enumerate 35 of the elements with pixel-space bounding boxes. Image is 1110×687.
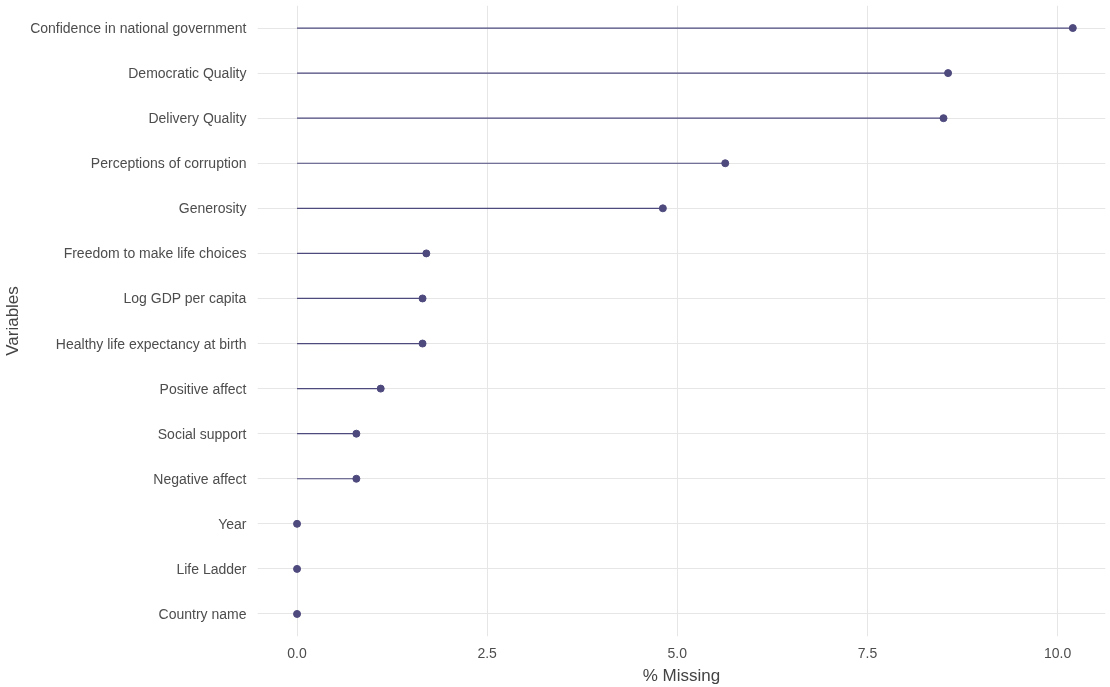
point [293, 609, 302, 618]
y-tick-label: Social support [157, 425, 247, 442]
point [418, 294, 427, 303]
point [658, 204, 667, 213]
x-tick-label: 10.0 [1043, 644, 1072, 661]
x-tick-label: 0.0 [287, 644, 307, 661]
point [352, 474, 361, 483]
y-tick-label: Positive affect [159, 380, 247, 397]
y-tick-label: Negative affect [153, 470, 247, 487]
y-tick-label: Generosity [178, 200, 247, 217]
point [1068, 24, 1077, 33]
x-tick-label: 5.0 [667, 644, 688, 661]
point [721, 159, 730, 168]
y-tick-label: Democratic Quality [128, 65, 247, 82]
y-tick-label: Year [218, 515, 247, 532]
x-tick-label: 7.5 [857, 644, 878, 661]
y-tick-label: Perceptions of corruption [90, 155, 247, 172]
point [418, 339, 427, 348]
y-tick-label: Country name [158, 605, 247, 622]
y-tick-label: Life Ladder [176, 560, 247, 577]
y-axis-title: Variables [3, 286, 23, 356]
y-tick-label: Freedom to make life choices [63, 245, 247, 262]
x-tick-label: 2.5 [477, 644, 498, 661]
y-tick-label: Healthy life expectancy at birth [55, 335, 247, 352]
x-axis-title: % Missing [642, 665, 721, 685]
point [944, 69, 953, 78]
point [293, 519, 302, 528]
point [352, 429, 361, 438]
point [939, 114, 948, 123]
y-tick-label: Log GDP per capita [123, 290, 247, 307]
point [293, 564, 302, 573]
y-tick-label: Confidence in national government [30, 20, 247, 37]
point [422, 249, 431, 258]
y-tick-label: Delivery Quality [148, 110, 247, 127]
point [376, 384, 385, 393]
